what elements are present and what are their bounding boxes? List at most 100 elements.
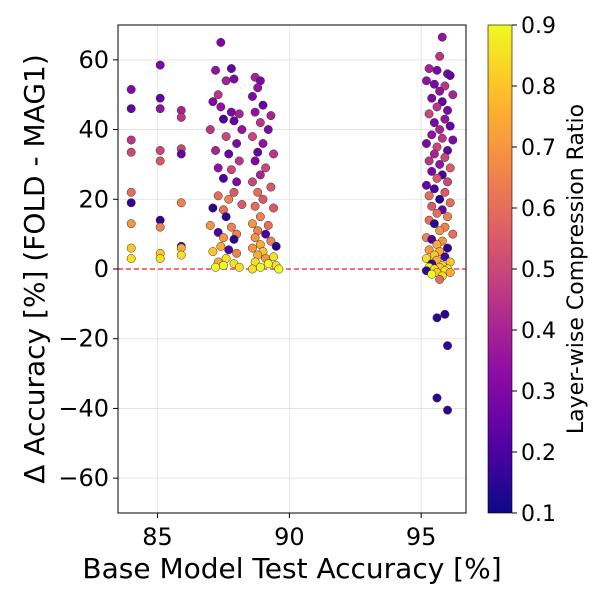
data-point [221,212,231,222]
data-point [448,90,458,100]
data-point [224,149,234,159]
data-point [211,65,220,75]
y-tick-label: 60 [78,46,109,74]
data-point [255,170,265,180]
data-point [176,149,186,159]
x-tick-label: 95 [406,523,437,551]
colorbar-tick-label: 0.9 [521,14,556,39]
data-point [269,203,278,213]
data-point [253,147,263,157]
data-point [435,194,445,204]
colorbar-ticks: 0.9 0.8 0.7 0.6 0.5 0.4 0.3 0.2 0.1 [512,14,556,527]
data-point [445,163,455,173]
data-point [248,243,257,253]
data-point [229,74,239,84]
data-point [126,85,136,94]
data-point [445,71,455,80]
data-point [443,341,452,351]
data-point [205,125,215,135]
data-point [234,109,244,119]
data-point [211,146,220,155]
colorbar-tick-label: 0.3 [521,380,556,405]
colorbar-label: Layer-wise Compression Ratio [564,104,589,434]
data-point [126,187,136,197]
data-point [424,64,434,74]
data-point [255,262,265,272]
data-point [224,194,234,204]
y-tick-label: 0 [94,255,109,283]
data-point [422,180,431,190]
data-point [224,245,234,255]
colorbar-tick-label: 0.8 [521,75,556,100]
data-point [432,313,442,323]
data-point [255,212,265,222]
y-tick-label: 40 [78,116,109,144]
data-point [219,114,228,124]
data-point [261,163,271,173]
colorbar-tick-label: 0.2 [521,441,556,466]
data-point [248,177,257,187]
data-point [155,222,165,232]
data-point [250,201,260,211]
data-point [229,116,239,126]
data-point [432,208,442,218]
data-point [445,268,455,277]
data-point [208,97,218,107]
data-point [429,219,439,229]
data-point [424,191,434,201]
data-point [221,132,231,141]
data-point [435,275,445,284]
data-point [432,173,442,183]
data-point [229,187,239,197]
data-point [422,254,431,263]
data-point [435,226,445,236]
data-point [232,139,242,148]
data-point [226,222,236,232]
data-point [213,227,223,237]
data-point [427,130,437,140]
data-point [440,114,450,124]
data-point [126,135,136,145]
data-point [213,90,223,100]
data-point [440,309,450,319]
data-point [437,32,447,42]
data-point [219,261,228,270]
colorbar-tick-label: 0.6 [521,197,556,222]
data-point [213,163,223,173]
data-point [435,125,445,135]
colorbar-tick-label: 0.7 [521,136,556,161]
data-point [234,262,244,272]
data-point [250,156,260,166]
data-point [269,252,278,262]
data-point [216,37,226,47]
colorbar-tick-label: 0.1 [521,502,556,527]
data-point [271,241,281,251]
data-point [155,156,165,166]
data-point [176,250,186,260]
data-point [211,262,220,272]
data-point [266,236,276,246]
data-point [126,254,136,263]
data-point [176,198,186,208]
data-point [155,146,165,155]
colorbar [487,24,513,514]
data-point [440,187,450,197]
data-point [422,139,431,148]
data-point [429,79,439,89]
data-point [253,83,263,93]
data-point [443,405,452,415]
data-point [232,177,242,187]
data-point [155,104,165,114]
data-point [126,104,136,114]
y-tick-label: −20 [58,325,109,353]
data-point [258,139,268,148]
data-point [261,229,271,239]
data-point [427,166,437,176]
data-point [208,247,218,257]
data-point [445,121,455,131]
colorbar-tick-label: 0.5 [521,258,556,283]
data-point [429,118,439,128]
data-point [229,234,239,244]
colorbar-tick-label: 0.4 [521,319,556,344]
data-point [445,198,455,208]
